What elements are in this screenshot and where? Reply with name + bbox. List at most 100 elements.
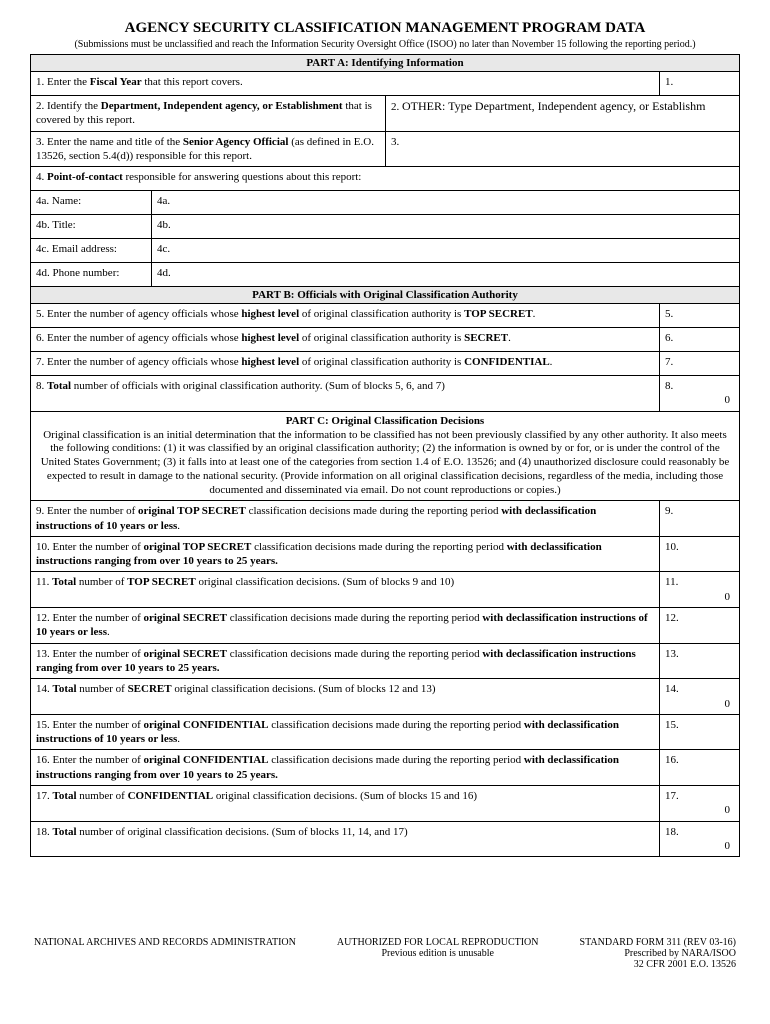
q2-num: 2. — [391, 101, 399, 113]
q2-other: OTHER: Type Department, Independent agen… — [402, 99, 705, 113]
q7-num: 7. — [665, 355, 673, 369]
footer-left: NATIONAL ARCHIVES AND RECORDS ADMINISTRA… — [34, 937, 296, 970]
q8-label: 8. Total number of officials with origin… — [31, 376, 659, 411]
q7-label: 7. Enter the number of agency officials … — [31, 352, 659, 375]
q18-num: 18. — [665, 825, 734, 839]
q3-pre: 3. Enter the name and title of the — [36, 136, 183, 148]
q5-value[interactable]: 5. — [659, 304, 739, 327]
q4-label: 4. Point-of-contact responsible for answ… — [31, 167, 739, 190]
q9-value[interactable]: 9. — [659, 501, 739, 536]
q1-row: 1. Enter the Fiscal Year that this repor… — [31, 72, 739, 96]
q10-value[interactable]: 10. — [659, 537, 739, 572]
q12-row: 12. Enter the number of original SECRET … — [31, 608, 739, 644]
q1-value[interactable]: 1. — [659, 72, 739, 95]
q1-num: 1. — [665, 75, 673, 89]
q2-bold: Department, Independent agency, or Estab… — [101, 100, 343, 112]
q10-label: 10. Enter the number of original TOP SEC… — [31, 537, 659, 572]
q10-row: 10. Enter the number of original TOP SEC… — [31, 537, 739, 573]
q17-value[interactable]: 17.0 — [659, 786, 739, 821]
q4-post: responsible for answering questions abou… — [123, 171, 362, 183]
q14-value[interactable]: 14.0 — [659, 679, 739, 714]
q13-label: 13. Enter the number of original SECRET … — [31, 644, 659, 679]
q4a-label: 4a. Name: — [31, 191, 151, 214]
q9-label: 9. Enter the number of original TOP SECR… — [31, 501, 659, 536]
q18-val: 0 — [725, 839, 735, 853]
q6-value[interactable]: 6. — [659, 328, 739, 351]
q7-value[interactable]: 7. — [659, 352, 739, 375]
q11-value[interactable]: 11.0 — [659, 572, 739, 607]
footer: NATIONAL ARCHIVES AND RECORDS ADMINISTRA… — [30, 937, 740, 970]
footer-center-2: Previous edition is unusable — [337, 948, 539, 959]
q2-value[interactable]: 2. OTHER: Type Department, Independent a… — [385, 96, 739, 131]
q15-value[interactable]: 15. — [659, 715, 739, 750]
q4b-label: 4b. Title: — [31, 215, 151, 238]
q13-value[interactable]: 13. — [659, 644, 739, 679]
q15-num: 15. — [665, 718, 679, 732]
q8-val: 0 — [725, 393, 735, 407]
q1-post: that this report covers. — [142, 76, 243, 88]
q9-num: 9. — [665, 504, 673, 518]
footer-right-2: Prescribed by NARA/ISOO — [580, 948, 736, 959]
q18-value[interactable]: 18.0 — [659, 822, 739, 857]
q16-num: 16. — [665, 753, 679, 767]
q12-num: 12. — [665, 611, 679, 625]
q16-value[interactable]: 16. — [659, 750, 739, 785]
form-subtitle: (Submissions must be unclassified and re… — [30, 39, 740, 50]
q14-row: 14. Total number of SECRET original clas… — [31, 679, 739, 715]
q4-row: 4. Point-of-contact responsible for answ… — [31, 167, 739, 191]
q11-row: 11. Total number of TOP SECRET original … — [31, 572, 739, 608]
q3-label: 3. Enter the name and title of the Senio… — [31, 132, 385, 167]
q4a-row: 4a. Name: 4a. — [31, 191, 739, 215]
q10-num: 10. — [665, 540, 679, 554]
q18-row: 18. Total number of original classificat… — [31, 822, 739, 857]
q4-bold: Point-of-contact — [47, 171, 123, 183]
part-c-desc: Original classification is an initial de… — [41, 429, 730, 496]
part-a-header: PART A: Identifying Information — [31, 55, 739, 72]
q15-row: 15. Enter the number of original CONFIDE… — [31, 715, 739, 751]
q4d-value[interactable]: 4d. — [151, 263, 739, 286]
footer-center-1: AUTHORIZED FOR LOCAL REPRODUCTION — [337, 937, 539, 948]
footer-right-1: STANDARD FORM 311 (REV 03-16) — [580, 937, 736, 948]
q5-label: 5. Enter the number of agency officials … — [31, 304, 659, 327]
q6-label: 6. Enter the number of agency officials … — [31, 328, 659, 351]
q4c-row: 4c. Email address: 4c. — [31, 239, 739, 263]
q12-label: 12. Enter the number of original SECRET … — [31, 608, 659, 643]
q1-pre: 1. Enter the — [36, 76, 90, 88]
q2-pre: 2. Identify the — [36, 100, 101, 112]
q4c-label: 4c. Email address: — [31, 239, 151, 262]
q1-label: 1. Enter the Fiscal Year that this repor… — [31, 72, 659, 95]
q13-num: 13. — [665, 647, 679, 661]
q9-row: 9. Enter the number of original TOP SECR… — [31, 501, 739, 537]
q2-row: 2. Identify the Department, Independent … — [31, 96, 739, 132]
q4-pre: 4. — [36, 171, 47, 183]
q4a-value[interactable]: 4a. — [151, 191, 739, 214]
q18-label: 18. Total number of original classificat… — [31, 822, 659, 857]
q13-row: 13. Enter the number of original SECRET … — [31, 644, 739, 680]
q17-val: 0 — [725, 803, 735, 817]
part-b-header: PART B: Officials with Original Classifi… — [31, 287, 739, 304]
q4b-row: 4b. Title: 4b. — [31, 215, 739, 239]
q3-row: 3. Enter the name and title of the Senio… — [31, 132, 739, 168]
q3-value[interactable]: 3. — [385, 132, 739, 167]
form-body: PART A: Identifying Information 1. Enter… — [30, 54, 740, 857]
q8-value[interactable]: 8.0 — [659, 376, 739, 411]
form-title: AGENCY SECURITY CLASSIFICATION MANAGEMEN… — [30, 20, 740, 37]
q4b-value[interactable]: 4b. — [151, 215, 739, 238]
footer-right: STANDARD FORM 311 (REV 03-16) Prescribed… — [580, 937, 736, 970]
q4c-value[interactable]: 4c. — [151, 239, 739, 262]
q2-label: 2. Identify the Department, Independent … — [31, 96, 385, 131]
q16-row: 16. Enter the number of original CONFIDE… — [31, 750, 739, 786]
q7-row: 7. Enter the number of agency officials … — [31, 352, 739, 376]
q12-value[interactable]: 12. — [659, 608, 739, 643]
q4d-label: 4d. Phone number: — [31, 263, 151, 286]
q5-row: 5. Enter the number of agency officials … — [31, 304, 739, 328]
part-c-header-block: PART C: Original Classification Decision… — [31, 412, 739, 502]
q3-num: 3. — [391, 136, 399, 148]
q11-val: 0 — [725, 590, 735, 604]
footer-right-3: 32 CFR 2001 E.O. 13526 — [580, 959, 736, 970]
q8-num: 8. — [665, 379, 734, 393]
q1-bold: Fiscal Year — [90, 76, 142, 88]
q11-num: 11. — [665, 575, 734, 589]
q5-num: 5. — [665, 307, 673, 321]
part-c-header: PART C: Original Classification Decision… — [39, 415, 731, 429]
